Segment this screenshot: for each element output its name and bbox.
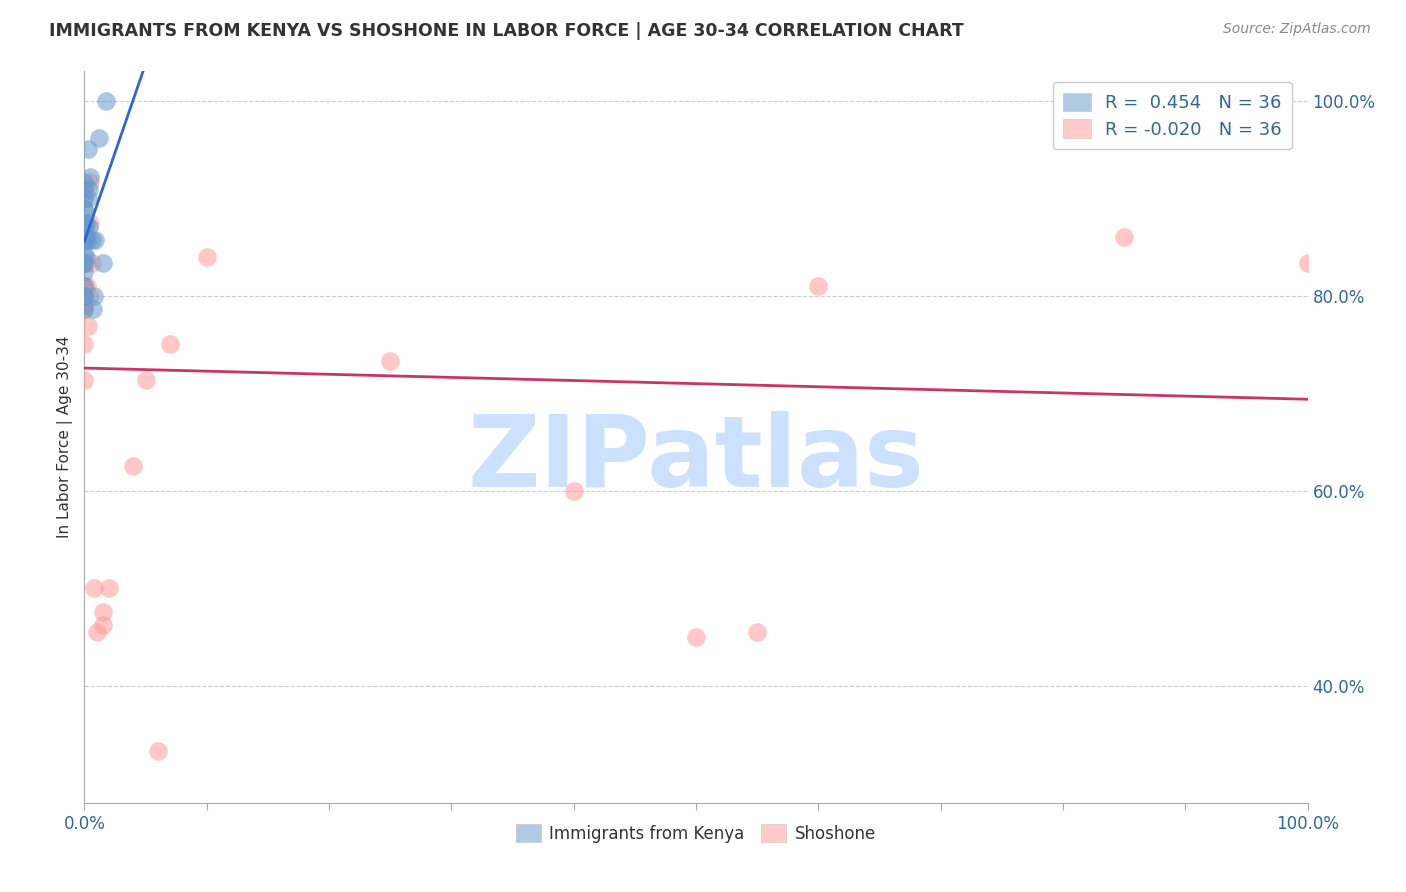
Point [91, 605, 114, 619]
Point [75, 233, 97, 247]
Point [73, 372, 96, 386]
Point [76, 279, 98, 293]
Point [73, 191, 96, 205]
Point [73, 233, 96, 247]
Text: Source: ZipAtlas.com: Source: ZipAtlas.com [1223, 22, 1371, 37]
Point [122, 459, 145, 474]
Point [77, 142, 100, 156]
Point [91, 618, 114, 632]
Point [685, 630, 707, 644]
Point [84, 233, 107, 247]
Point [77, 318, 100, 333]
Point [73, 182, 96, 196]
Point [82, 302, 104, 317]
Point [73, 202, 96, 216]
Point [73, 288, 96, 302]
Legend: Immigrants from Kenya, Shoshone: Immigrants from Kenya, Shoshone [509, 818, 883, 849]
Point [159, 337, 181, 351]
Point [77, 288, 100, 302]
Point [73, 215, 96, 229]
Point [75, 228, 97, 243]
Point [146, 744, 169, 758]
Point [75, 250, 97, 264]
Y-axis label: In Labor Force | Age 30-34: In Labor Force | Age 30-34 [58, 335, 73, 539]
Point [80, 256, 103, 270]
Point [73, 288, 96, 302]
Point [86, 625, 108, 640]
Point [87, 130, 110, 145]
Point [73, 233, 96, 247]
Point [79, 169, 101, 184]
Point [73, 191, 96, 205]
Point [562, 483, 585, 498]
Point [73, 256, 96, 270]
Point [73, 228, 96, 243]
Point [73, 175, 96, 189]
Point [73, 233, 96, 247]
Point [73, 337, 96, 351]
Point [77, 191, 100, 205]
Point [747, 625, 769, 640]
Point [77, 220, 100, 235]
Point [73, 302, 96, 317]
Point [75, 256, 97, 270]
Point [73, 298, 96, 312]
Point [73, 288, 96, 302]
Text: ZIPatlas: ZIPatlas [468, 410, 924, 508]
Point [195, 250, 218, 264]
Point [73, 256, 96, 270]
Point [73, 220, 96, 235]
Point [77, 233, 100, 247]
Point [380, 354, 402, 368]
Point [73, 265, 96, 279]
Point [73, 202, 96, 216]
Point [77, 182, 100, 196]
Point [83, 581, 105, 595]
Point [135, 372, 157, 386]
Point [96, 94, 118, 108]
Point [91, 256, 114, 270]
Point [80, 233, 103, 247]
Point [73, 279, 96, 293]
Point [73, 279, 96, 293]
Point [79, 175, 101, 189]
Text: IMMIGRANTS FROM KENYA VS SHOSHONE IN LABOR FORCE | AGE 30-34 CORRELATION CHART: IMMIGRANTS FROM KENYA VS SHOSHONE IN LAB… [49, 22, 965, 40]
Point [79, 215, 101, 229]
Point [1114, 230, 1136, 244]
Point [73, 288, 96, 302]
Point [97, 581, 120, 595]
Point [83, 288, 105, 302]
Point [1296, 256, 1319, 270]
Point [73, 220, 96, 235]
Point [73, 248, 96, 262]
Point [73, 279, 96, 293]
Point [73, 215, 96, 229]
Point [75, 215, 97, 229]
Point [807, 279, 830, 293]
Point [73, 302, 96, 317]
Point [73, 233, 96, 247]
